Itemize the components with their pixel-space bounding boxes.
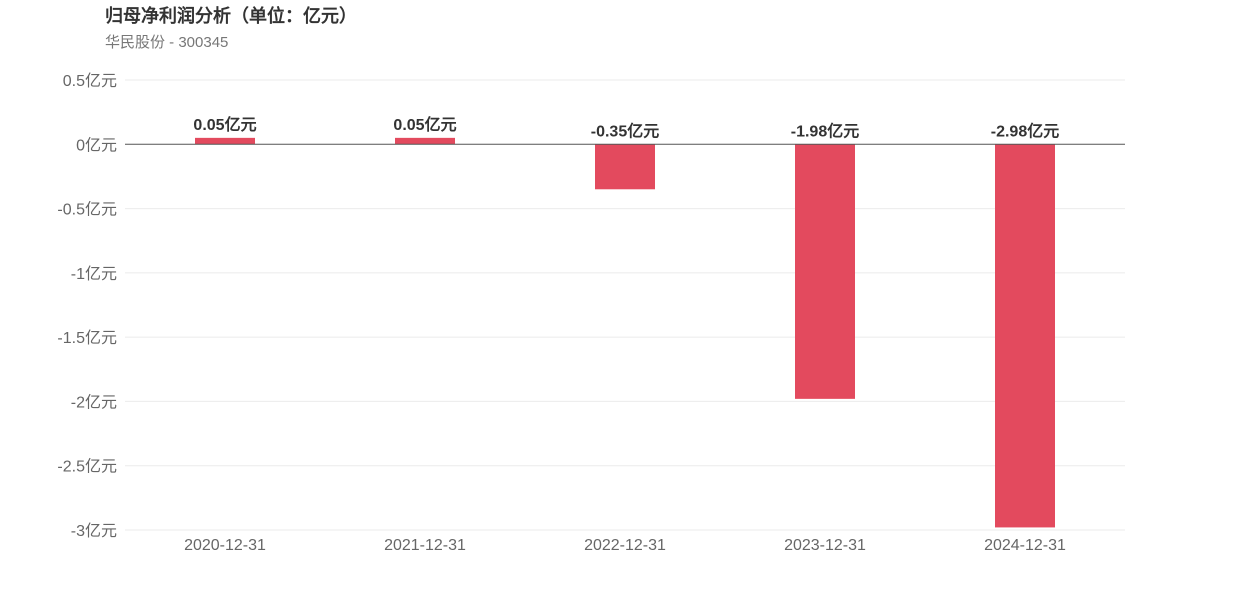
bar (595, 144, 655, 190)
bar (795, 144, 855, 399)
y-tick-label: 0亿元 (76, 136, 117, 154)
data-labels: 0.05亿元 0.05亿元 -0.35亿元 -1.98亿元 -2.98亿元 (193, 115, 1059, 140)
data-label: 0.05亿元 (193, 115, 256, 134)
bar (395, 137, 455, 145)
x-tick-label: 2022-12-31 (584, 537, 666, 554)
y-axis-ticks: 0.5亿元 0亿元 -0.5亿元 -1亿元 -1.5亿元 -2亿元 -2.5亿元 -3亿元 (57, 72, 117, 540)
data-label: 0.05亿元 (393, 115, 456, 134)
bar (195, 137, 255, 145)
y-tick-label: -0.5亿元 (57, 201, 117, 219)
x-tick-label: 2024-12-31 (984, 537, 1066, 554)
y-tick-label: -2亿元 (71, 393, 117, 411)
chart-subtitle: 华民股份 - 300345 (105, 34, 229, 51)
y-tick-label: 0.5亿元 (63, 72, 117, 90)
data-label: -0.35亿元 (591, 121, 659, 140)
x-tick-label: 2020-12-31 (184, 537, 266, 554)
x-tick-label: 2023-12-31 (784, 537, 866, 554)
x-axis-ticks: 2020-12-31 2021-12-31 2022-12-31 2023-12-31… (184, 537, 1066, 554)
grid-lines (125, 79, 1125, 531)
y-tick-label: -2.5亿元 (57, 458, 117, 476)
y-tick-label: -1亿元 (71, 265, 117, 283)
y-tick-label: -1.5亿元 (57, 329, 117, 347)
chart-title: 归母净利润分析（单位：亿元） (105, 6, 357, 26)
data-label: -1.98亿元 (791, 121, 859, 140)
bar (995, 144, 1055, 528)
data-label: -2.98亿元 (991, 121, 1059, 140)
x-tick-label: 2021-12-31 (384, 537, 466, 554)
bars (195, 137, 1055, 528)
y-tick-label: -3亿元 (71, 522, 117, 540)
